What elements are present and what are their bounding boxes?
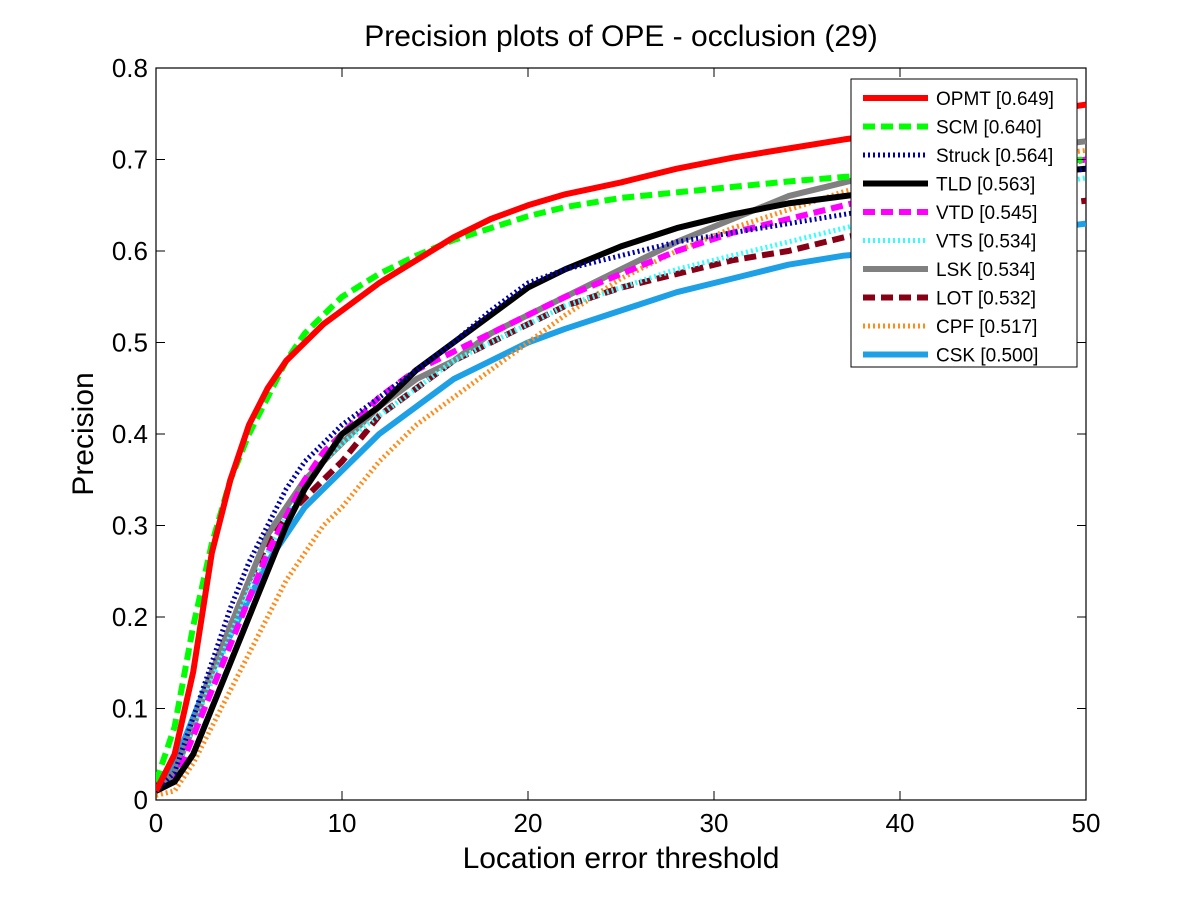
x-axis-label: Location error threshold: [463, 842, 780, 875]
legend-label: CPF [0.517]: [936, 317, 1037, 338]
x-tick-label: 50: [1072, 808, 1101, 838]
legend-label: SCM [0.640]: [936, 118, 1042, 139]
y-axis-label: Precision: [67, 372, 100, 495]
chart-title: Precision plots of OPE - occlusion (29): [364, 20, 878, 53]
series-line: [156, 175, 1086, 793]
y-tick-label: 0.4: [112, 419, 148, 449]
series-line: [156, 138, 1086, 794]
legend-label: VTD [0.545]: [936, 203, 1037, 224]
series-line: [156, 147, 1086, 798]
legend: OPMT [0.649] SCM [0.640] Struck [0.564] TLD…: [850, 78, 1078, 368]
y-tick-label: 0.5: [112, 328, 148, 358]
x-tick-label: 30: [700, 808, 729, 838]
series-line: [156, 166, 1086, 793]
legend-label: CSK [0.500]: [936, 346, 1038, 367]
legend-label: LSK [0.534]: [936, 260, 1035, 281]
legend-label: Struck [0.564]: [936, 146, 1053, 167]
x-tick-label: 10: [328, 808, 357, 838]
series-layer: [156, 101, 1086, 798]
y-tick-label: 0.7: [112, 145, 148, 175]
series-line: [156, 156, 1086, 794]
axes-layer: 0 10 20 30 40 50 0 0.1 0.2 0.3 0.4 0.5 0.6 0.7 0.8: [112, 53, 1101, 838]
series-line: [156, 165, 1086, 794]
y-tick-label: 0.3: [112, 511, 148, 541]
y-tick-label: 0.2: [112, 602, 148, 632]
series-line: [156, 101, 1086, 793]
legend-label: TLD [0.563]: [936, 175, 1035, 196]
legend-label: LOT [0.532]: [936, 289, 1036, 310]
legend-label: VTS [0.534]: [936, 232, 1036, 253]
x-tick-label: 20: [514, 808, 543, 838]
y-tick-label: 0.6: [112, 236, 148, 266]
y-tick-label: 0.1: [112, 694, 148, 724]
x-tick-label: 40: [886, 808, 915, 838]
legend-label: OPMT [0.649]: [936, 89, 1054, 110]
y-tick-label: 0: [134, 785, 148, 815]
x-tick-label: 0: [149, 808, 163, 838]
y-tick-label: 0.8: [112, 53, 148, 83]
